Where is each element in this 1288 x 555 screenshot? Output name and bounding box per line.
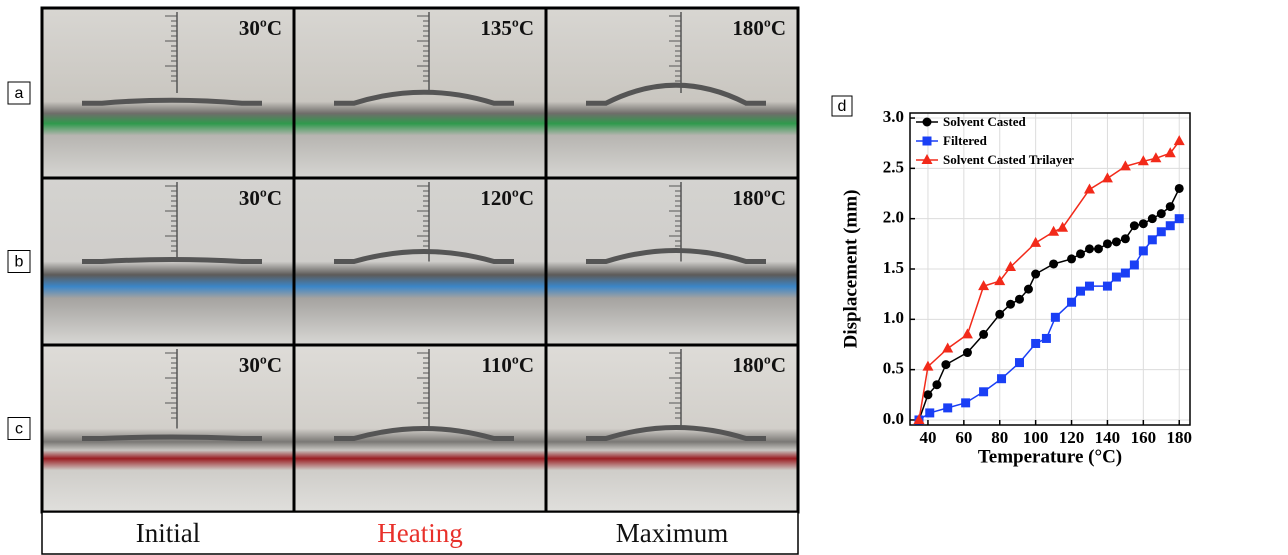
temperature-label: 30ºC xyxy=(239,353,282,377)
y-tick-label: 0.5 xyxy=(883,359,904,378)
marker xyxy=(979,387,988,396)
legend-marker xyxy=(922,154,933,164)
marker xyxy=(1121,269,1130,278)
y-tick-label: 2.5 xyxy=(883,157,904,176)
marker xyxy=(1076,287,1085,296)
x-tick-label: 140 xyxy=(1095,428,1121,447)
y-tick-label: 3.0 xyxy=(883,107,904,126)
marker xyxy=(1094,244,1103,253)
temperature-label: 180ºC xyxy=(732,186,786,210)
y-tick-label: 0.0 xyxy=(883,409,904,428)
row-label: a xyxy=(15,85,24,102)
marker xyxy=(979,330,988,339)
marker xyxy=(1139,246,1148,255)
marker xyxy=(1030,237,1041,247)
marker xyxy=(943,403,952,412)
marker xyxy=(1157,209,1166,218)
marker xyxy=(1076,249,1085,258)
x-tick-label: 160 xyxy=(1131,428,1157,447)
marker xyxy=(1121,234,1130,243)
marker xyxy=(941,360,950,369)
marker xyxy=(995,310,1004,319)
marker xyxy=(961,398,970,407)
marker xyxy=(1085,282,1094,291)
temperature-label: 110ºC xyxy=(482,353,534,377)
x-tick-label: 80 xyxy=(991,428,1008,447)
sample-strip xyxy=(82,260,262,262)
marker xyxy=(1006,300,1015,309)
marker xyxy=(1084,183,1095,193)
marker xyxy=(997,374,1006,383)
marker xyxy=(1112,237,1121,246)
x-axis-title: Temperature (°C) xyxy=(978,446,1122,467)
marker xyxy=(1175,184,1184,193)
temperature-label: 120ºC xyxy=(480,186,534,210)
chart: d 0.0 0.5 1.0 1.5 2.0 2.5 3.0 40 60 80 100 120 140 160… xyxy=(832,96,1192,467)
marker xyxy=(1166,202,1175,211)
temperature-label: 30ºC xyxy=(239,16,282,40)
marker xyxy=(1031,339,1040,348)
marker xyxy=(1051,313,1060,322)
marker xyxy=(1049,259,1058,268)
marker xyxy=(1112,273,1121,282)
column-label: Initial xyxy=(136,518,200,548)
marker xyxy=(1130,260,1139,269)
marker xyxy=(1024,285,1033,294)
row-label: b xyxy=(15,254,24,271)
marker xyxy=(963,348,972,357)
marker xyxy=(1166,221,1175,230)
marker xyxy=(1157,227,1166,236)
marker xyxy=(925,408,934,417)
marker xyxy=(1015,358,1024,367)
marker xyxy=(1085,244,1094,253)
row-label: c xyxy=(15,421,23,438)
panel-label: d xyxy=(838,98,847,115)
x-tick-label: 120 xyxy=(1059,428,1085,447)
marker xyxy=(1103,239,1112,248)
y-axis-title: Displacement (mm) xyxy=(840,190,861,349)
marker xyxy=(1130,221,1139,230)
legend-label: Solvent Casted xyxy=(943,114,1026,129)
x-tick-label: 40 xyxy=(919,428,936,447)
marker xyxy=(1102,172,1113,182)
sample-strip xyxy=(82,437,262,439)
y-tick-label: 2.0 xyxy=(883,208,904,227)
marker xyxy=(923,390,932,399)
photo-grid: a 30ºC 135ºC 180ºC b 30ºC 120ºC 180ºC c 30ºC 110ºC… xyxy=(8,8,798,554)
marker xyxy=(1139,219,1148,228)
marker xyxy=(1175,214,1184,223)
marker xyxy=(1103,282,1112,291)
marker xyxy=(1042,334,1051,343)
legend-marker xyxy=(923,137,932,146)
marker xyxy=(1174,135,1185,145)
column-label: Maximum xyxy=(616,518,729,548)
x-tick-label: 180 xyxy=(1166,428,1192,447)
temperature-label: 180ºC xyxy=(732,16,786,40)
x-tick-label: 60 xyxy=(955,428,972,447)
series-line xyxy=(919,141,1179,420)
marker xyxy=(1148,214,1157,223)
marker xyxy=(942,343,953,353)
legend-label: Filtered xyxy=(943,133,988,148)
legend-label: Solvent Casted Trilayer xyxy=(943,152,1074,167)
temperature-label: 30ºC xyxy=(239,186,282,210)
temperature-label: 135ºC xyxy=(480,16,534,40)
y-tick-label: 1.5 xyxy=(883,258,904,277)
marker xyxy=(1148,235,1157,244)
marker xyxy=(1031,270,1040,279)
temperature-label: 180ºC xyxy=(732,353,786,377)
marker xyxy=(1067,298,1076,307)
figure: a 30ºC 135ºC 180ºC b 30ºC 120ºC 180ºC c 30ºC 110ºC… xyxy=(0,0,1288,555)
y-tick-label: 1.0 xyxy=(883,308,904,327)
legend-marker xyxy=(923,118,932,127)
column-label: Heating xyxy=(377,518,462,548)
x-tick-label: 100 xyxy=(1023,428,1049,447)
marker xyxy=(1067,254,1076,263)
marker xyxy=(932,380,941,389)
marker xyxy=(1015,295,1024,304)
